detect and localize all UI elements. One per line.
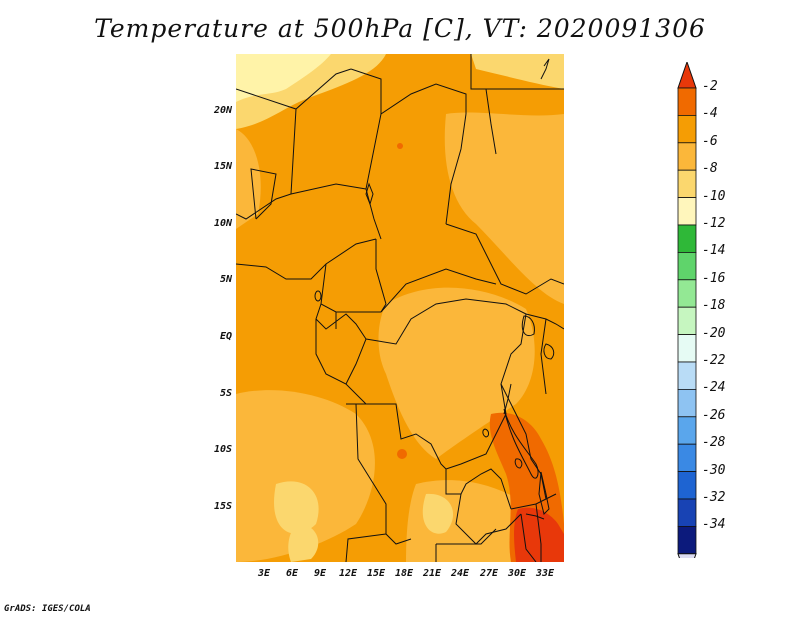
colorbar-label: -10 (702, 188, 726, 204)
field-palest-northwest (236, 54, 331, 102)
colorbar-cell (677, 115, 697, 144)
field-hot-spot-2 (397, 143, 403, 149)
country-borders (236, 54, 564, 562)
colorbar-cell (677, 279, 697, 308)
lon-label-30e: 30E (507, 568, 527, 579)
lon-label-15e: 15E (366, 568, 386, 579)
colorbar-label: -8 (702, 161, 718, 177)
colorbar-label: -32 (702, 490, 726, 505)
lat-label-15s: 15S (213, 501, 232, 512)
colorbar-label: -34 (702, 517, 726, 533)
colorbar-cell (677, 471, 697, 500)
colorbar-label: -28 (702, 435, 726, 451)
colorbar-label: -30 (702, 462, 726, 478)
colorbar-cell (677, 169, 697, 198)
field-mid-southwest (236, 390, 375, 562)
colorbar-label: -22 (702, 353, 726, 368)
colorbar-cell (677, 197, 697, 226)
lakes-and-coasts (314, 58, 555, 520)
lon-label-27e: 27E (479, 568, 499, 579)
colorbar-cell (677, 142, 697, 171)
chart-title: Temperature at 500hPa [C], VT: 202009130… (94, 14, 706, 43)
colorbar-cell (677, 224, 697, 253)
grads-credit: GrADS: IGES/COLA (4, 604, 91, 614)
lat-label-5s: 5S (219, 388, 232, 399)
colorbar-cell (677, 87, 697, 116)
lon-label-12e: 12E (338, 568, 358, 579)
colorbar-cells (677, 62, 697, 558)
colorbar-cell (677, 388, 697, 418)
colorbar-cell (677, 525, 697, 555)
colorbar-bottom-arrow (677, 553, 697, 558)
lat-label-10n: 10N (213, 218, 232, 229)
field-mid-east-sahel (444, 112, 564, 304)
colorbar-label: -6 (702, 133, 718, 149)
colorbar (677, 62, 697, 558)
field-cool-south-1 (274, 481, 319, 534)
field-hottest-southeast (514, 507, 564, 562)
colorbar-label: -14 (702, 243, 726, 259)
field-hot-spot-1 (397, 449, 407, 459)
colorbar-cell (677, 251, 697, 281)
lat-label-5n: 5N (219, 274, 232, 285)
colorbar-label: -24 (702, 380, 726, 396)
colorbar-label: -2 (702, 79, 718, 94)
lon-label-33e: 33E (535, 568, 555, 579)
colorbar-cell (677, 306, 697, 335)
colorbar-cell (677, 498, 697, 527)
colorbar-label: -18 (702, 298, 726, 314)
lon-label-18e: 18E (394, 568, 414, 579)
field-cool-south-2 (422, 493, 454, 534)
colorbar-label: -26 (702, 407, 726, 423)
field-cool-south-3 (288, 523, 319, 562)
lat-label-eq: EQ (219, 331, 232, 342)
lon-label-21e: 21E (422, 568, 442, 579)
lon-label-3e: 3E (257, 568, 271, 579)
colorbar-top-arrow (677, 62, 697, 89)
colorbar-label: -12 (702, 216, 726, 231)
lat-label-15n: 15N (213, 161, 232, 172)
lat-label-20n: 20N (213, 105, 232, 116)
lon-label-24e: 24E (450, 568, 470, 579)
colorbar-cell (677, 361, 697, 390)
temperature-map (236, 54, 564, 562)
lon-label-6e: 6E (285, 568, 299, 579)
colorbar-label: -20 (702, 325, 726, 341)
lon-label-9e: 9E (313, 568, 327, 579)
lat-label-10s: 10S (213, 444, 232, 455)
colorbar-cell (677, 443, 697, 473)
colorbar-label: -16 (702, 270, 726, 286)
colorbar-label: -4 (702, 106, 718, 122)
field-pale-strip-northeast (471, 54, 564, 89)
colorbar-cell (677, 416, 697, 445)
colorbar-cell (677, 334, 697, 363)
